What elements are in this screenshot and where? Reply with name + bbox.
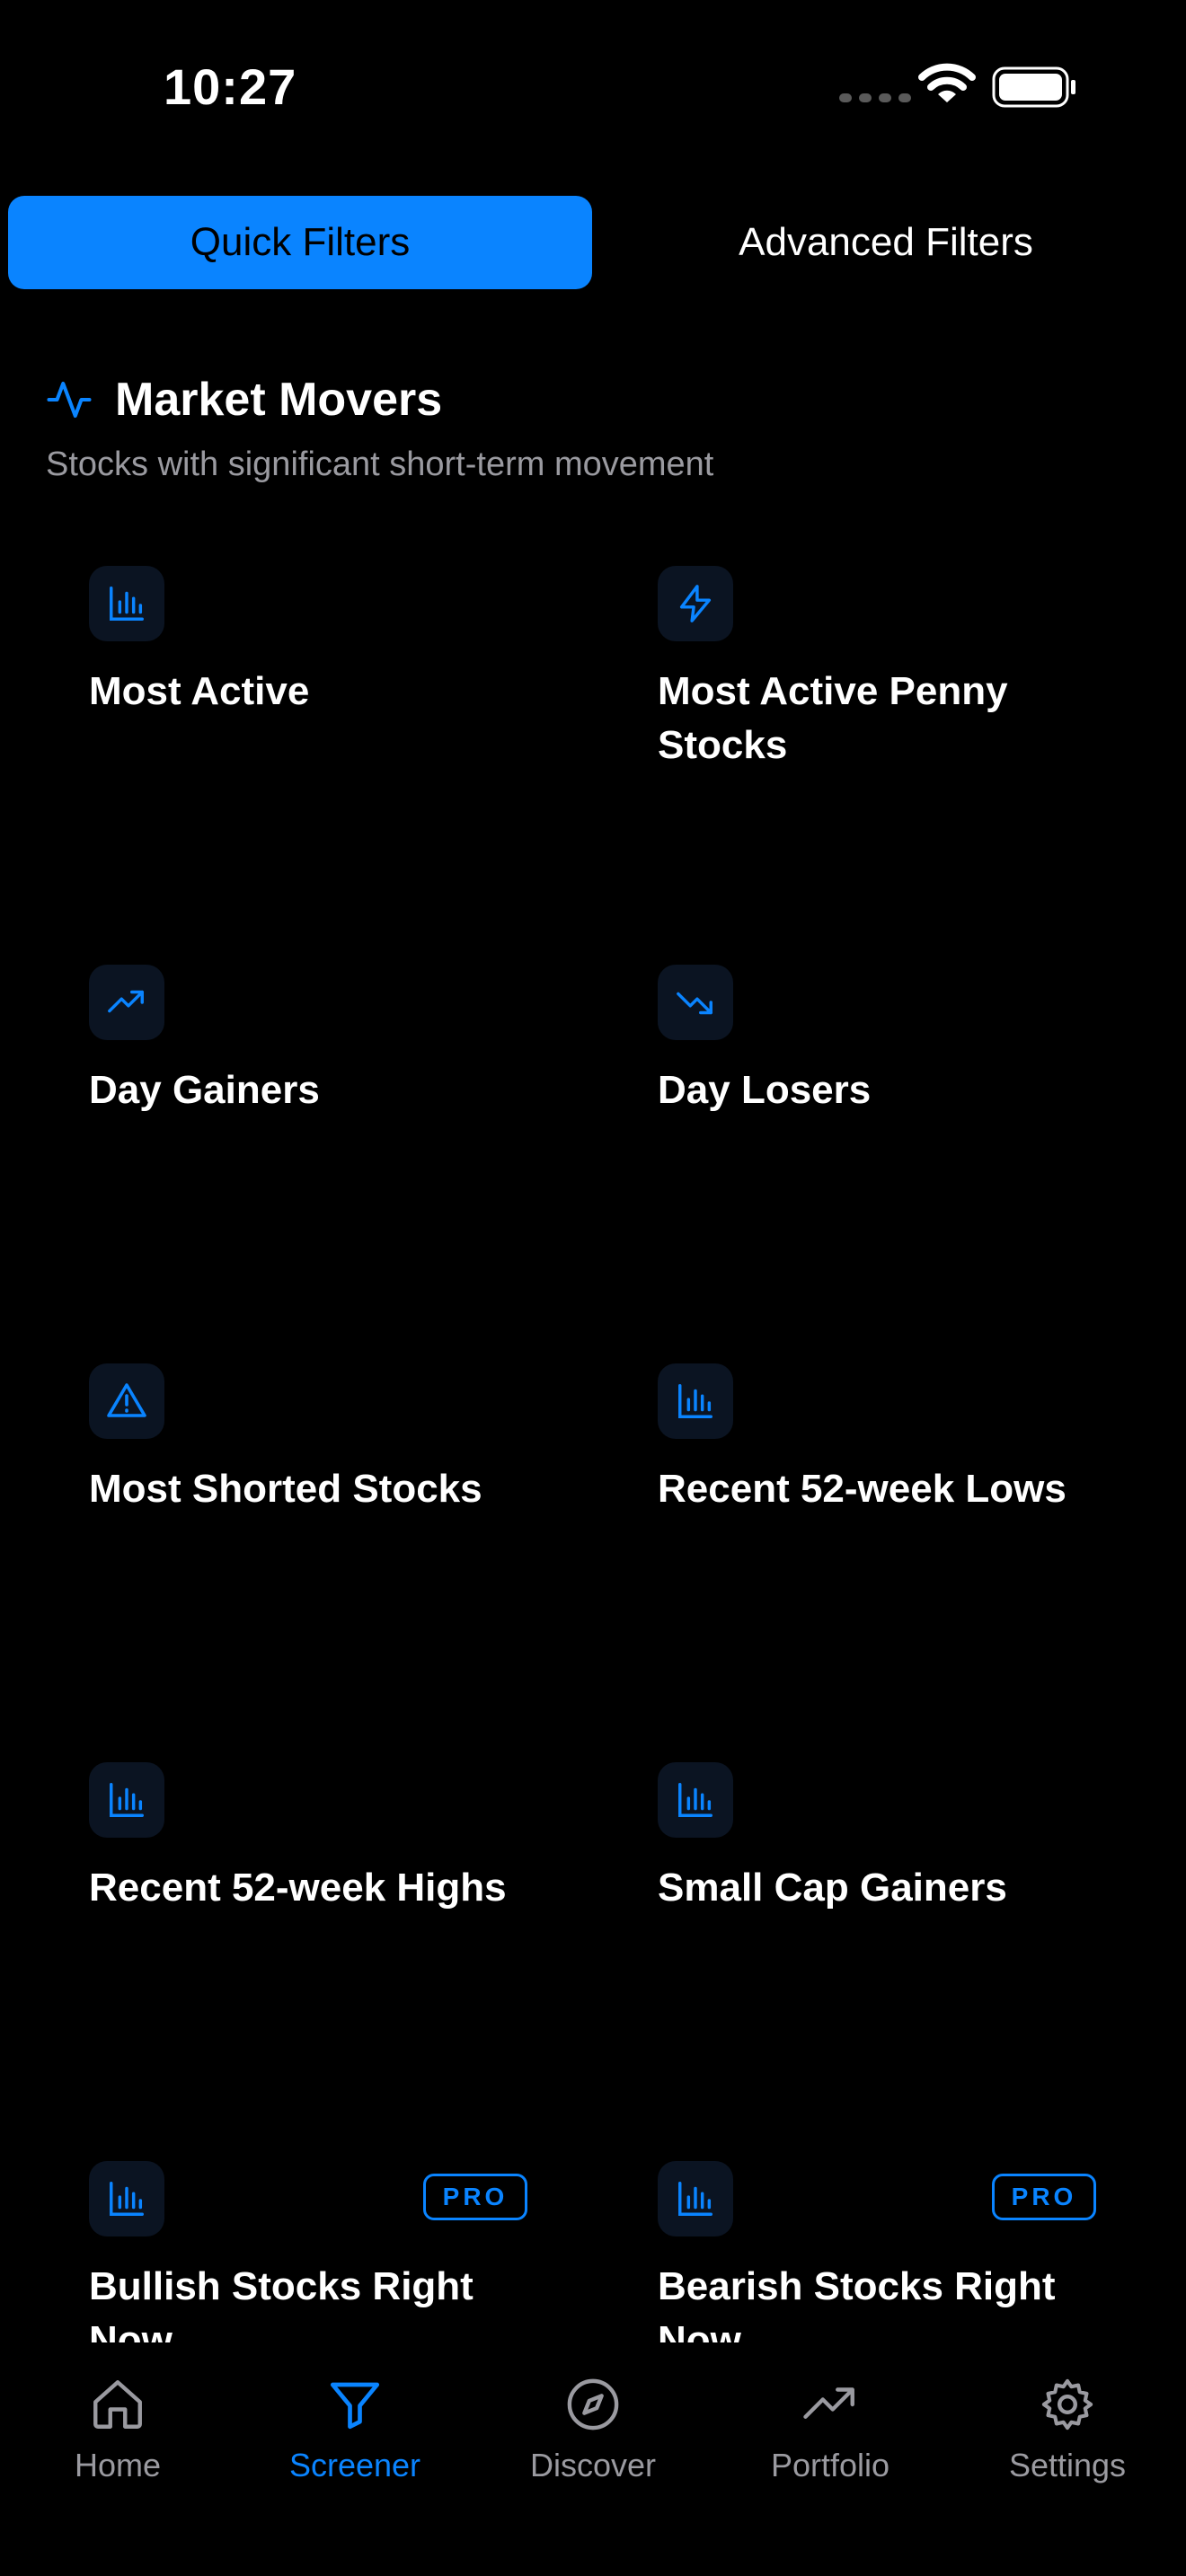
- filter-card-most-active[interactable]: Most Active: [89, 566, 574, 719]
- tab-label: Home: [74, 2447, 162, 2483]
- section-subtitle: Stocks with significant short-term movem…: [46, 446, 714, 483]
- filter-card-bullish-stocks-right-now[interactable]: PRO Bullish Stocks Right Now: [89, 2161, 527, 2368]
- bar-chart-icon: [89, 1762, 164, 1838]
- filter-card-title: Recent 52-week Highs: [89, 1866, 507, 1910]
- bar-chart-icon: [658, 1363, 733, 1439]
- filter-card-day-gainers[interactable]: Day Gainers: [89, 965, 574, 1117]
- tab-portfolio[interactable]: Portfolio: [731, 2375, 929, 2484]
- tab-screener[interactable]: Screener: [256, 2375, 454, 2484]
- bar-chart-icon: [658, 1762, 733, 1838]
- tab-label: Settings: [1008, 2447, 1127, 2483]
- tab-quick-filters[interactable]: Quick Filters: [8, 196, 592, 289]
- tab-discover[interactable]: Discover: [494, 2375, 692, 2484]
- section-title: Market Movers: [115, 374, 443, 426]
- compass-icon: [567, 2378, 619, 2430]
- battery-icon: [992, 66, 1075, 108]
- filter-card-title: Most Active: [89, 669, 310, 713]
- filter-card-title: Most Shorted Stocks: [89, 1467, 482, 1511]
- cellular-signal-icon: [839, 93, 911, 102]
- trending-up-icon: [803, 2387, 854, 2419]
- filter-card-recent-52-week-lows[interactable]: Recent 52-week Lows: [658, 1363, 1143, 1516]
- tab-bar: Home Screener Discover Portfolio: [0, 2342, 1186, 2576]
- filter-card-title: Recent 52-week Lows: [658, 1467, 1067, 1511]
- activity-icon: [47, 381, 92, 419]
- section-header: Market Movers: [45, 368, 442, 431]
- tab-settings[interactable]: Settings: [969, 2375, 1166, 2484]
- filter-card-recent-52-week-highs[interactable]: Recent 52-week Highs: [89, 1762, 574, 1915]
- filter-card-small-cap-gainers[interactable]: Small Cap Gainers: [658, 1762, 1143, 1915]
- home-icon: [93, 2380, 142, 2429]
- lightning-icon: [658, 566, 733, 641]
- filter-icon: [330, 2382, 380, 2430]
- filter-card-title: Most Active Penny Stocks: [658, 669, 1008, 767]
- status-time: 10:27: [164, 58, 297, 115]
- trending-up-icon: [89, 965, 164, 1040]
- pro-badge: PRO: [992, 2174, 1096, 2220]
- filter-card-bearish-stocks-right-now[interactable]: PRO Bearish Stocks Right Now: [658, 2161, 1096, 2368]
- filter-card-title: Day Losers: [658, 1068, 872, 1112]
- gear-icon: [1041, 2378, 1093, 2430]
- trending-down-icon: [658, 965, 733, 1040]
- pro-badge: PRO: [423, 2174, 527, 2220]
- filter-mode-segmented-control: Quick Filters Advanced Filters: [8, 196, 1178, 289]
- wifi-icon: [918, 63, 976, 102]
- bar-chart-icon: [89, 566, 164, 641]
- status-bar: 10:27: [0, 0, 1186, 171]
- filter-card-title: Day Gainers: [89, 1068, 320, 1112]
- tab-label: Portfolio: [770, 2447, 890, 2483]
- tab-label: Discover: [529, 2447, 657, 2483]
- warning-icon: [89, 1363, 164, 1439]
- filter-card-title: Small Cap Gainers: [658, 1866, 1007, 1910]
- filter-card-day-losers[interactable]: Day Losers: [658, 965, 1143, 1117]
- filter-card-most-active-penny-stocks[interactable]: Most Active Penny Stocks: [658, 566, 1143, 772]
- tab-home[interactable]: Home: [19, 2375, 217, 2484]
- tab-advanced-filters[interactable]: Advanced Filters: [739, 220, 1033, 264]
- tab-label: Screener: [288, 2447, 421, 2483]
- filter-card-most-shorted-stocks[interactable]: Most Shorted Stocks: [89, 1363, 574, 1516]
- bar-chart-icon: [89, 2161, 164, 2236]
- bar-chart-icon: [658, 2161, 733, 2236]
